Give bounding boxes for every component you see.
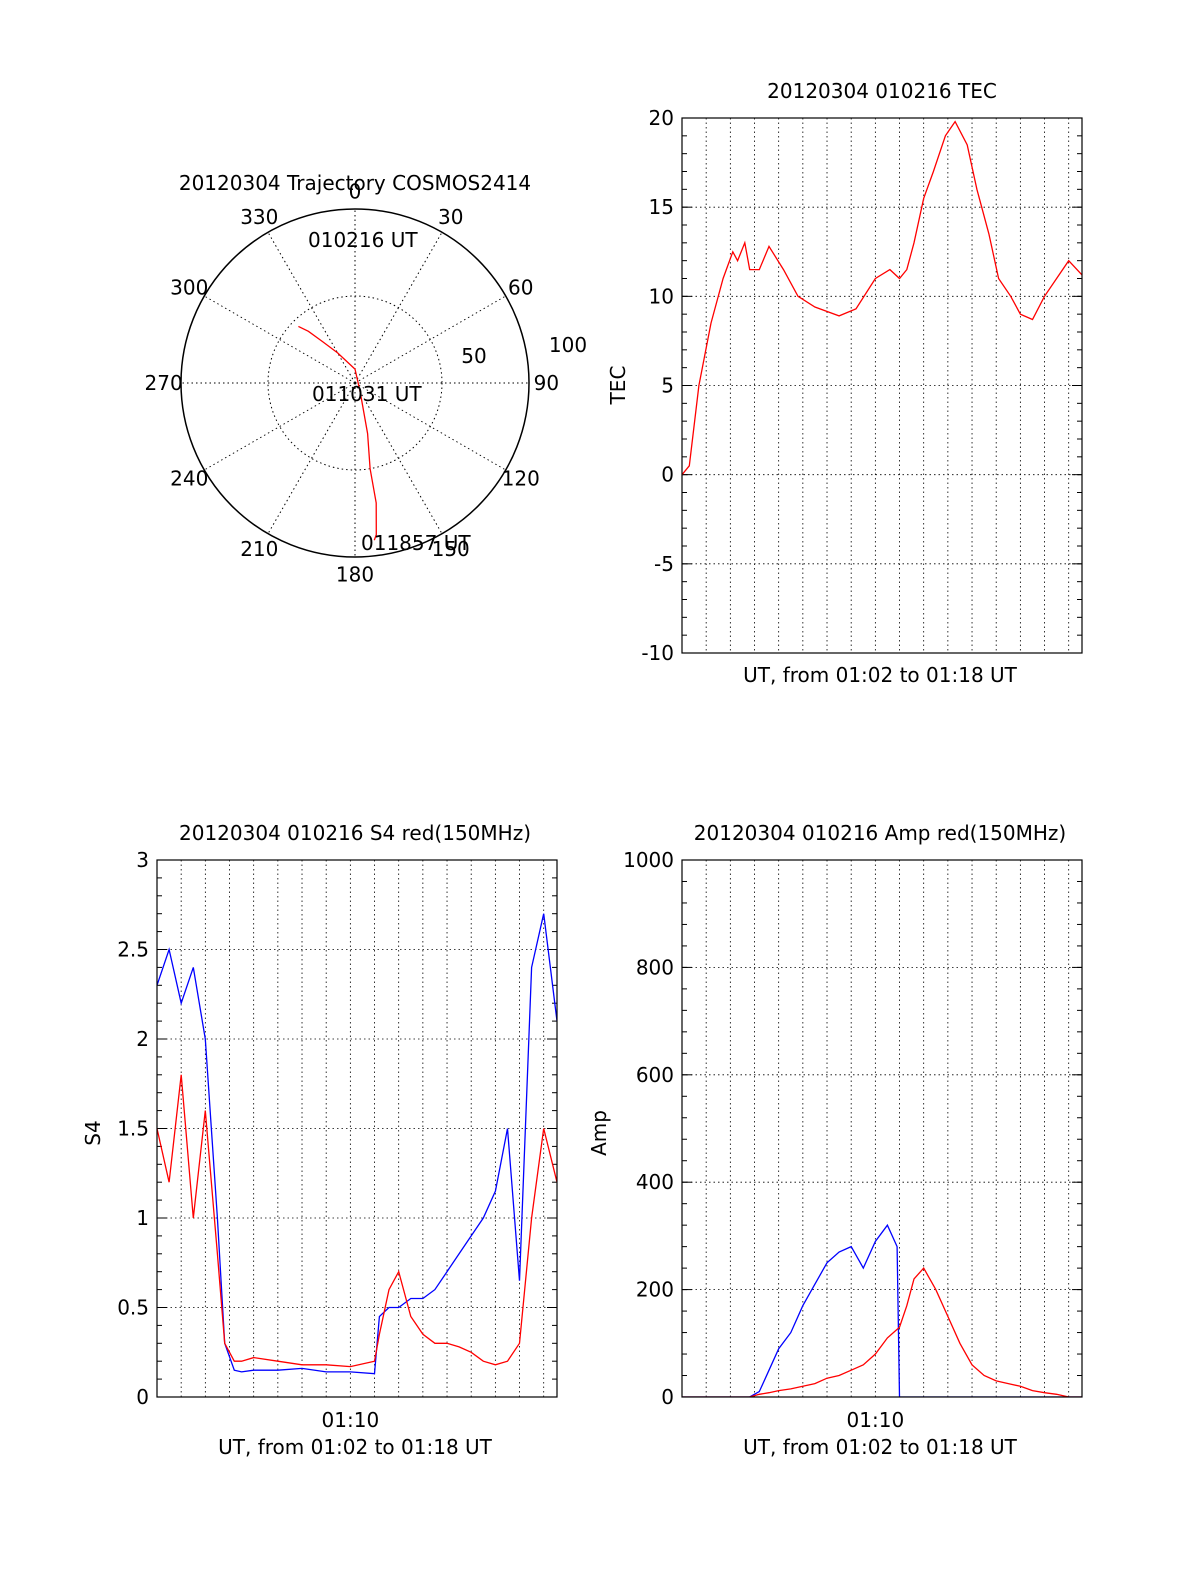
polar-azimuth-label: 60 [508,275,533,299]
polar-azimuth-label: 330 [240,205,278,229]
s4-ylabel: S4 [81,1120,105,1145]
amp-panel: 20120304 010216 Amp red(150MHz) 1000 800 6… [587,821,1083,1459]
y-tick-label: -10 [641,641,674,665]
y-tick-label: 0 [136,1385,149,1409]
tec-title: 20120304 010216 TEC [767,79,997,103]
polar-azimuth-labels: 0 30 60 90 120 150 180 210 240 270 300 330 [145,180,560,587]
polar-azimuth-label: 90 [534,371,559,395]
y-tick-label: 10 [649,284,674,308]
amp-title: 20120304 010216 Amp red(150MHz) [694,821,1066,845]
trajectory-line [298,325,377,541]
y-tick-label: 800 [636,955,674,979]
polar-spoke [354,382,443,534]
series-line [682,1223,1082,1397]
series-group [157,913,557,1375]
polar-azimuth-label: 270 [145,371,183,395]
amp-ylabel: Amp [587,1110,611,1156]
y-tick-label: 400 [636,1170,674,1194]
tec-xlabel: UT, from 01:02 to 01:18 UT [743,663,1018,687]
polar-azimuth-label: 210 [240,537,278,561]
y-tick-label: 20 [649,106,674,130]
x-tick-label: 01:10 [322,1408,380,1432]
end-time-annotation: 011857 UT [361,531,471,555]
plot-frame [156,859,558,1398]
polar-grid [180,208,530,558]
polar-azimuth-label: 150 [432,537,470,561]
series-line [682,1266,1082,1397]
polar-azimuth-label: 300 [170,275,208,299]
y-tick-label: 1000 [623,848,674,872]
polar-azimuth-label: 240 [170,467,208,491]
polar-radial-labels: 50 100 [461,333,587,368]
polar-title: 20120304 Trajectory COSMOS2414 [179,171,531,195]
polar-spoke [204,382,356,471]
polar-outer-circle [180,208,530,558]
s4-panel: 20120304 010216 S4 red(150MHz) 3 2.5 2 1.5 1… [81,821,558,1459]
tec-panel: 20120304 010216 TEC 20 15 10 5 0 -5 -10 UT, fr… [606,79,1083,687]
polar-azimuth-label: 120 [502,467,540,491]
series-line [157,913,557,1375]
polar-radial-label: 100 [549,333,587,357]
series-group [682,1223,1082,1397]
y-tick-label: 3 [136,848,149,872]
s4-plot-area: 3 2.5 2 1.5 1 0.5 0 01:10 [117,848,558,1432]
y-tick-label: -5 [654,552,674,576]
s4-title: 20120304 010216 S4 red(150MHz) [179,821,531,845]
polar-spoke [354,382,506,471]
x-tick-label: 01:10 [847,1408,905,1432]
amp-xlabel: UT, from 01:02 to 01:18 UT [743,1435,1018,1459]
series-line [157,1074,557,1368]
polar-spoke [267,232,356,384]
y-tick-label: 5 [661,374,674,398]
start-time-annotation: 010216 UT [308,228,418,252]
tec-plot-area: 20 15 10 5 0 -5 -10 [641,106,1083,665]
y-tick-label: 1 [136,1206,149,1230]
series-group [682,120,1082,476]
polar-radial-label: 50 [461,344,486,368]
mid-time-annotation: 011031 UT [312,382,422,406]
y-tick-label: 1.5 [117,1117,149,1141]
polar-azimuth-label: 0 [349,180,362,204]
y-tick-label: 0.5 [117,1296,149,1320]
s4-xlabel: UT, from 01:02 to 01:18 UT [218,1435,493,1459]
polar-spoke [267,382,356,534]
polar-azimuth-label: 30 [438,205,463,229]
y-tick-label: 0 [661,463,674,487]
tec-ylabel: TEC [606,366,630,406]
y-tick-label: 2.5 [117,938,149,962]
polar-azimuth-label: 180 [336,562,374,586]
polar-spoke [354,295,506,384]
y-tick-label: 200 [636,1278,674,1302]
y-tick-label: 600 [636,1063,674,1087]
y-tick-label: 0 [661,1385,674,1409]
plot-frame [681,117,1083,654]
polar-spoke [204,295,356,384]
amp-plot-area: 1000 800 600 400 200 0 01:10 [623,848,1083,1432]
y-tick-label: 15 [649,195,674,219]
series-line [682,120,1082,476]
polar-trajectory-panel: 20120304 Trajectory COSMOS2414 0 30 60 90 12… [145,171,588,586]
plot-frame [681,859,1083,1398]
y-tick-label: 2 [136,1027,149,1051]
polar-spoke [354,232,443,384]
